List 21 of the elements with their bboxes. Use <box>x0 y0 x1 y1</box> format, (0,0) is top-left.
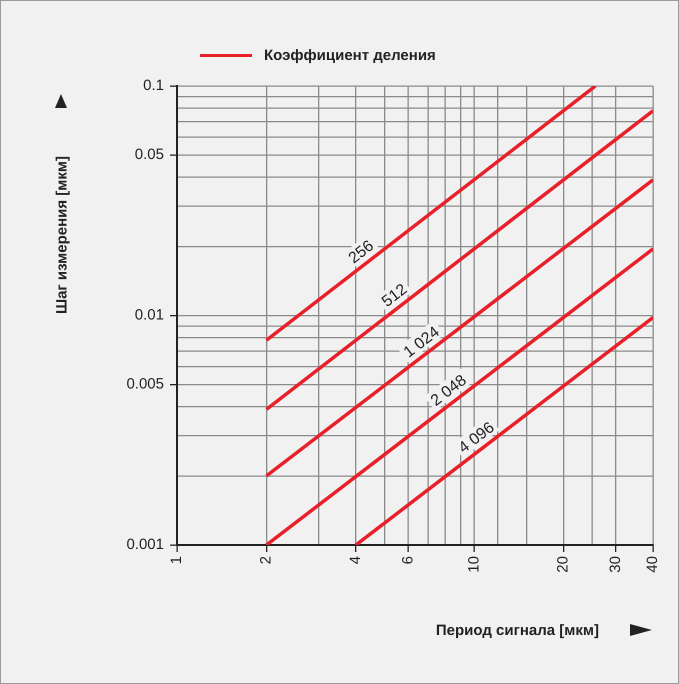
x-tick-label: 1 <box>168 556 186 564</box>
x-tick-label: 6 <box>399 556 416 564</box>
text: 1 024 <box>400 323 443 362</box>
x-tick-label: 30 <box>607 556 624 573</box>
y-tick-label: 0.01 <box>134 306 164 324</box>
y-tick-label: 0.001 <box>126 536 164 554</box>
x-axis-title: Период сигнала [мкм] <box>436 622 599 639</box>
text: 4 096 <box>456 419 498 457</box>
text: 256 <box>346 237 378 268</box>
y-tick-label: 0.1 <box>143 77 164 94</box>
legend-title: Коэффициент деления <box>264 47 436 64</box>
x-tick-label: 10 <box>465 556 482 573</box>
y-tick-label: 0.05 <box>134 146 164 164</box>
text: 2 048 <box>428 372 470 410</box>
x-tick-label: 20 <box>554 556 572 573</box>
x-tick-label: 4 <box>347 556 364 564</box>
text: 512 <box>378 280 411 311</box>
y-tick-label: 0.005 <box>126 376 164 393</box>
x-tick-label: 2 <box>258 556 275 564</box>
x-tick-label: 40 <box>644 556 662 573</box>
y-axis-title: Шаг измерения [мкм] <box>54 156 70 314</box>
